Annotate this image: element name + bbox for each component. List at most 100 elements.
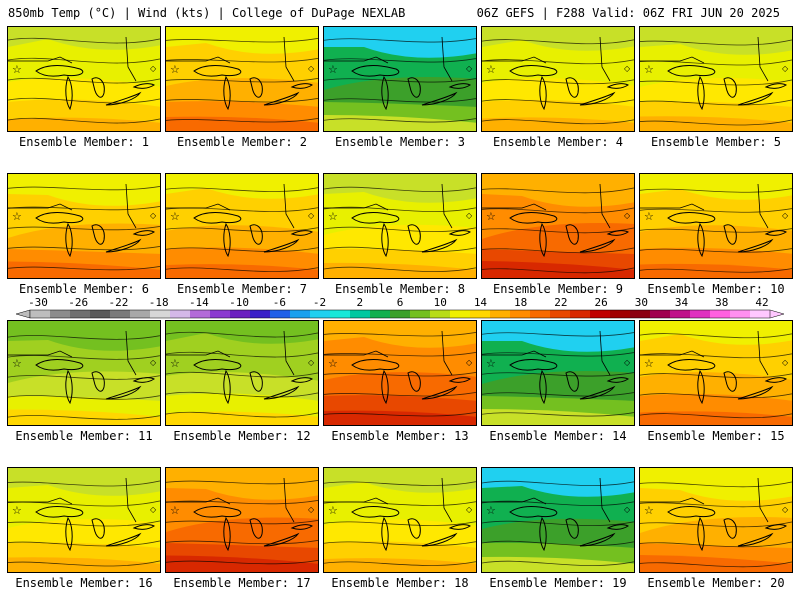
city-diamond-icon: ◇: [150, 64, 157, 73]
ensemble-panel-16: ☆ ◇: [7, 467, 161, 573]
colorbar-tick-label: 42: [755, 296, 768, 309]
ensemble-member-label: Ensemble Member: 11: [15, 429, 153, 443]
ensemble-member-label: Ensemble Member: 5: [650, 135, 782, 149]
city-diamond-icon: ◇: [308, 505, 315, 514]
ensemble-member-label: Ensemble Member: 13: [331, 429, 469, 443]
city-star-icon: ☆: [12, 63, 22, 76]
colorbar-swatch: [550, 310, 571, 318]
colorbar-swatch: [670, 310, 691, 318]
city-diamond-icon: ◇: [782, 358, 789, 367]
colorbar-swatch: [750, 310, 771, 318]
city-star-icon: ☆: [644, 210, 654, 223]
colorbar-tick-label: -30: [28, 296, 48, 309]
city-star-icon: ☆: [328, 63, 338, 76]
ensemble-panel-1: ☆ ◇: [7, 26, 161, 132]
ensemble-member-label: Ensemble Member: 16: [15, 576, 153, 590]
city-star-icon: ☆: [328, 210, 338, 223]
colorbar-swatch: [630, 310, 651, 318]
colorbar-tick-label: -2: [313, 296, 326, 309]
city-star-icon: ☆: [644, 357, 654, 370]
city-star-icon: ☆: [12, 357, 22, 370]
colorbar-swatch: [90, 310, 111, 318]
colorbar-swatch: [70, 310, 91, 318]
model-run-info: 06Z GEFS | F288 Valid: 06Z FRI JUN 20 20…: [476, 6, 780, 20]
city-diamond-icon: ◇: [782, 211, 789, 220]
colorbar-swatch: [710, 310, 731, 318]
city-diamond-icon: ◇: [150, 211, 157, 220]
city-diamond-icon: ◇: [150, 358, 157, 367]
colorbar-swatch: [490, 310, 511, 318]
colorbar-swatch: [210, 310, 231, 318]
city-star-icon: ☆: [12, 504, 22, 517]
city-diamond-icon: ◇: [624, 64, 631, 73]
city-diamond-icon: ◇: [466, 358, 473, 367]
colorbar-swatch: [190, 310, 211, 318]
city-diamond-icon: ◇: [624, 358, 631, 367]
ensemble-member-label: Ensemble Member: 2: [176, 135, 308, 149]
colorbar-swatch: [350, 310, 371, 318]
ensemble-panel-10: ☆ ◇: [639, 173, 793, 279]
ensemble-panel-11: ☆ ◇: [7, 320, 161, 426]
city-diamond-icon: ◇: [466, 505, 473, 514]
ensemble-member-label: Ensemble Member: 8: [334, 282, 466, 296]
colorbar-swatch: [370, 310, 391, 318]
ensemble-member-label: Ensemble Member: 6: [18, 282, 150, 296]
colorbar-tick-label: -26: [68, 296, 88, 309]
city-star-icon: ☆: [486, 504, 496, 517]
city-diamond-icon: ◇: [308, 64, 315, 73]
city-diamond-icon: ◇: [150, 505, 157, 514]
colorbar-tick-label: -10: [229, 296, 249, 309]
colorbar-swatch: [590, 310, 611, 318]
ensemble-panel-5: ☆ ◇: [639, 26, 793, 132]
ensemble-panel-20: ☆ ◇: [639, 467, 793, 573]
colorbar-swatch: [730, 310, 751, 318]
colorbar-tick-label: -14: [189, 296, 209, 309]
ensemble-panel-6: ☆ ◇: [7, 173, 161, 279]
colorbar-swatch: [230, 310, 251, 318]
ensemble-panel-3: ☆ ◇: [323, 26, 477, 132]
ensemble-member-label: Ensemble Member: 1: [18, 135, 150, 149]
colorbar-swatch: [530, 310, 551, 318]
ensemble-member-label: Ensemble Member: 18: [331, 576, 469, 590]
colorbar-swatch: [110, 310, 131, 318]
city-diamond-icon: ◇: [782, 64, 789, 73]
colorbar-swatch: [570, 310, 591, 318]
colorbar-swatch: [270, 310, 291, 318]
colorbar-swatch: [430, 310, 451, 318]
ensemble-panel-9: ☆ ◇: [481, 173, 635, 279]
colorbar-swatch: [510, 310, 531, 318]
colorbar-tick-label: 38: [715, 296, 728, 309]
colorbar-swatch: [610, 310, 631, 318]
ensemble-panel-13: ☆ ◇: [323, 320, 477, 426]
ensemble-panel-4: ☆ ◇: [481, 26, 635, 132]
ensemble-member-label: Ensemble Member: 17: [173, 576, 311, 590]
city-star-icon: ☆: [486, 210, 496, 223]
ensemble-member-label: Ensemble Member: 3: [334, 135, 466, 149]
city-star-icon: ☆: [644, 63, 654, 76]
ensemble-panel-14: ☆ ◇: [481, 320, 635, 426]
colorbar-tick-label: 14: [474, 296, 488, 309]
ensemble-member-label: Ensemble Member: 4: [492, 135, 624, 149]
colorbar-swatch: [450, 310, 471, 318]
ensemble-member-label: Ensemble Member: 10: [647, 282, 785, 296]
city-star-icon: ☆: [486, 63, 496, 76]
city-diamond-icon: ◇: [308, 211, 315, 220]
city-diamond-icon: ◇: [624, 211, 631, 220]
ensemble-panel-8: ☆ ◇: [323, 173, 477, 279]
city-star-icon: ☆: [12, 210, 22, 223]
city-diamond-icon: ◇: [782, 505, 789, 514]
colorbar-swatch: [390, 310, 411, 318]
colorbar-swatch: [290, 310, 311, 318]
colorbar-tick-label: -18: [149, 296, 169, 309]
colorbar-tick-label: 10: [434, 296, 447, 309]
colorbar-swatch: [330, 310, 351, 318]
temperature-colorbar: -30 -26 -22 -18 -14 -10 -6 -2 2 6 10 14 18 22 26 30 34 38…: [10, 296, 790, 320]
city-star-icon: ☆: [170, 210, 180, 223]
colorbar-swatch: [410, 310, 431, 318]
ensemble-member-label: Ensemble Member: 12: [173, 429, 311, 443]
colorbar-swatch: [690, 310, 711, 318]
colorbar-swatch: [30, 310, 51, 318]
colorbar-tick-label: 2: [356, 296, 363, 309]
colorbar-tick-label: -6: [273, 296, 286, 309]
map-title: 850mb Temp (°C) | Wind (kts) | College o…: [8, 6, 406, 20]
